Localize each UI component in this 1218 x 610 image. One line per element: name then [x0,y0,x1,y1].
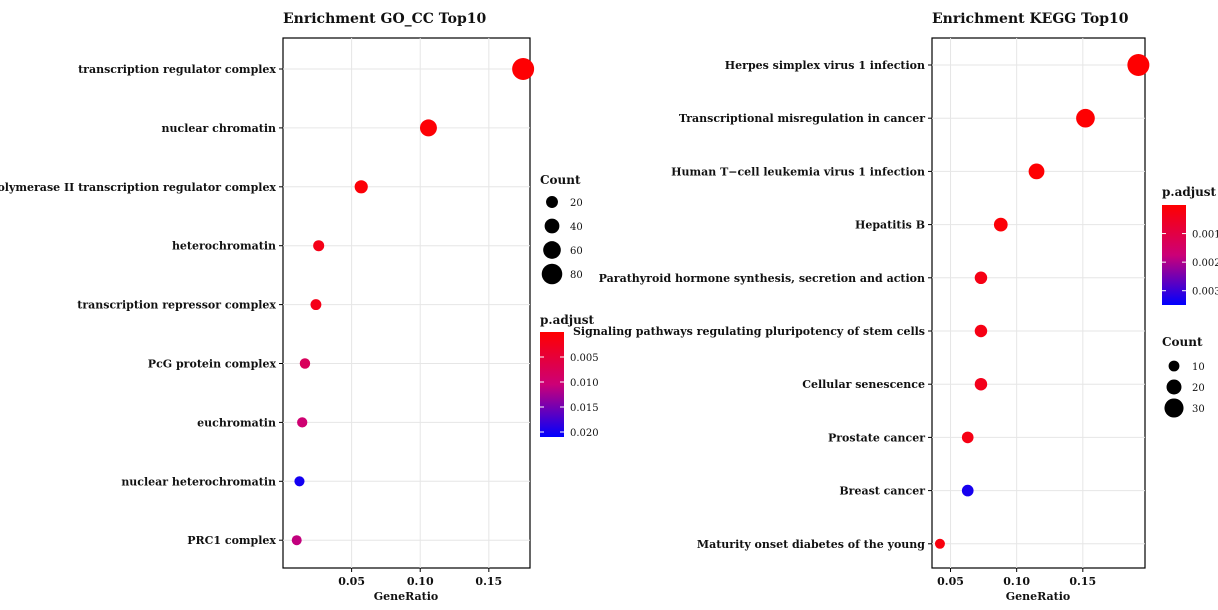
data-point [354,180,368,194]
count-legend-title: Count [540,173,581,187]
data-points [291,58,535,546]
padjust-legend: p.adjust 0.001 0.002 0.003 [1162,185,1218,305]
y-tick-label: PRC1 complex [187,534,276,547]
colorbar-label: 0.003 [1192,287,1218,298]
y-tick-label: transcription regulator complex [78,63,276,76]
count-legend-label: 80 [570,270,583,281]
y-tick-label: euchromatin [197,416,276,429]
x-tick-label: 0.10 [1003,575,1030,588]
count-legend-dot [1164,398,1184,418]
data-point [299,358,311,369]
data-point [310,299,322,311]
data-point [934,538,945,549]
data-point [1076,108,1095,128]
chart-kegg: Enrichment KEGG Top10 Herpes simplex vir… [573,11,1218,603]
colorbar-label: 0.020 [570,428,599,439]
y-tick-label: Prostate cancer [828,431,925,444]
data-point [313,240,325,252]
x-axis-ticks: 0.05 0.10 0.15 [338,568,502,588]
padjust-legend-title: p.adjust [540,313,595,327]
count-legend-label: 20 [1192,383,1205,394]
chart-title: Enrichment KEGG Top10 [932,11,1129,27]
data-point [1127,54,1150,76]
count-legend-dot [543,241,561,259]
y-tick-label: Cellular senescence [802,378,925,391]
data-point [1028,163,1045,180]
y-tick-label: Signaling pathways regulating pluripoten… [573,325,925,338]
count-legend-dot [546,196,558,208]
count-legend: Count 10 20 30 [1162,335,1205,418]
colorbar-label: 0.015 [570,403,599,414]
y-tick-label: Breast cancer [839,485,925,498]
colorbar-label: 0.005 [570,353,599,364]
y-tick-label: Human T−cell leukemia virus 1 infection [671,165,925,178]
data-point [419,119,437,137]
y-axis-labels: transcription regulator complex nuclear c… [0,63,283,547]
data-points [934,54,1150,549]
padjust-legend-title: p.adjust [1162,185,1217,199]
x-tick-label: 0.05 [338,575,365,588]
y-tick-label: PcG protein complex [148,358,277,371]
x-axis-ticks: 0.05 0.10 0.15 [937,568,1096,588]
y-tick-label: Hepatitis B [855,219,925,232]
data-point [961,431,974,444]
y-tick-label: Parathyroid hormone synthesis, secretion… [599,272,925,285]
plot-panel [931,37,1146,569]
y-tick-label: RNA polymerase II transcription regulato… [0,181,276,194]
padjust-legend: p.adjust 0.005 0.010 0.015 0.020 [540,313,599,439]
y-tick-label: nuclear chromatin [162,122,276,135]
y-tick-label: heterochromatin [172,240,276,253]
data-point [291,535,302,546]
y-tick-label: nuclear heterochromatin [121,475,276,488]
padjust-colorbar [1162,205,1186,305]
data-point [974,324,988,338]
y-tick-label: transcription repressor complex [77,299,276,312]
data-point [297,417,308,428]
x-axis-label: GeneRatio [374,590,439,603]
chart-go-cc: Enrichment GO_CC Top10 transcription reg… [0,11,599,603]
count-legend-label: 30 [1192,404,1205,415]
chart-title: Enrichment GO_CC Top10 [283,11,486,27]
colorbar-label: 0.010 [570,378,599,389]
padjust-colorbar [540,332,564,437]
count-legend-label: 20 [570,198,583,209]
y-tick-label: Maturity onset diabetes of the young [697,538,925,551]
x-tick-label: 0.05 [937,575,964,588]
colorbar-label: 0.002 [1192,258,1218,269]
y-tick-label: Transcriptional misregulation in cancer [679,112,925,125]
count-legend-label: 10 [1192,362,1205,373]
x-tick-label: 0.15 [475,575,502,588]
count-legend-label: 40 [570,222,583,233]
data-point [512,58,535,80]
data-point [974,377,988,391]
count-legend-dot [1168,360,1180,372]
count-legend-title: Count [1162,335,1203,349]
x-tick-label: 0.10 [407,575,434,588]
y-tick-label: Herpes simplex virus 1 infection [725,59,925,72]
count-legend-dot [1166,379,1182,395]
count-legend-dot [541,263,563,285]
data-point [961,484,974,497]
count-legend-label: 60 [570,246,583,257]
x-tick-label: 0.15 [1069,575,1096,588]
count-legend-dot [544,218,560,234]
data-point [974,271,988,285]
y-axis-labels: Herpes simplex virus 1 infection Transcri… [573,59,932,551]
colorbar-label: 0.001 [1192,230,1218,241]
x-axis-label: GeneRatio [1006,590,1071,603]
count-legend: Count 20 40 60 80 [540,173,583,285]
data-point [294,476,305,487]
data-point [993,217,1008,232]
